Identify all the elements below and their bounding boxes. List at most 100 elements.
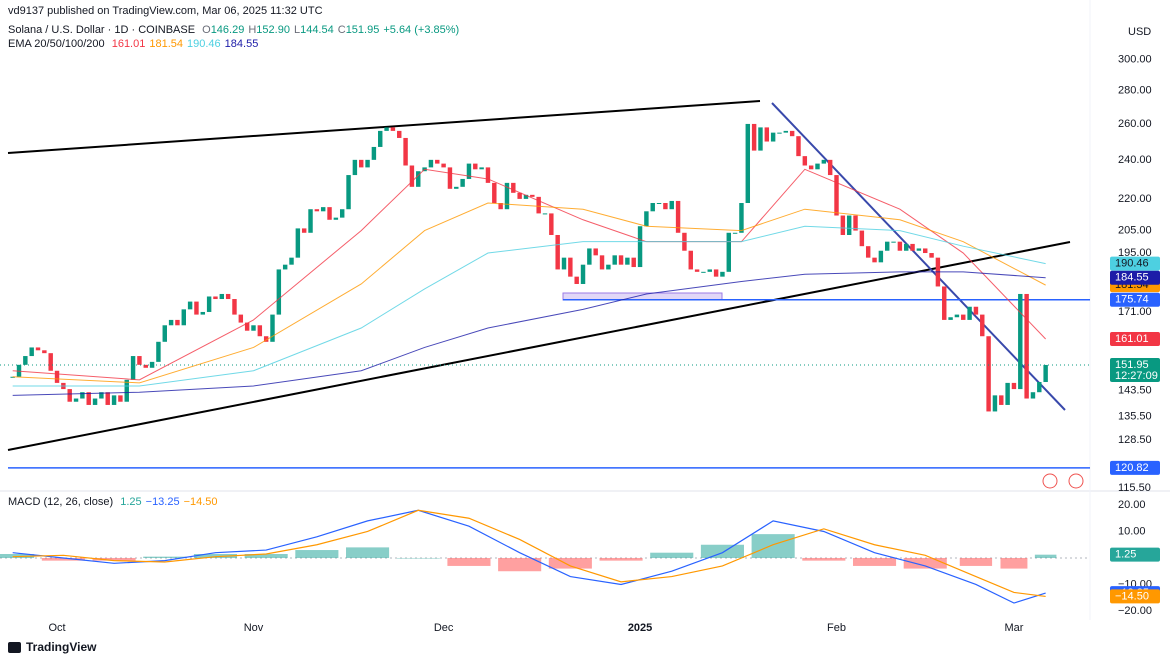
price-tag <box>1110 270 1160 285</box>
candle <box>561 257 567 270</box>
candle <box>200 311 206 315</box>
candle <box>650 202 655 212</box>
candle <box>726 232 731 272</box>
candle <box>599 255 605 270</box>
candle <box>549 213 554 235</box>
candle <box>644 211 649 227</box>
histogram-bar <box>193 554 238 558</box>
trendline <box>7 100 761 154</box>
candle <box>232 299 237 315</box>
price-tag-label: 190.46 <box>1115 258 1149 270</box>
y-tick-label: 20.00 <box>1118 499 1146 511</box>
candle <box>257 325 263 337</box>
candle <box>194 301 199 315</box>
candle <box>473 163 478 170</box>
candle <box>460 178 465 187</box>
ema-legend: EMA 20/50/100/200 161.01 181.54 190.46 184.… <box>8 38 262 50</box>
ohlc-value: 151.95 <box>345 24 380 36</box>
candle <box>333 217 339 220</box>
candle <box>485 167 491 183</box>
candle <box>466 163 472 179</box>
price-tag <box>1110 256 1160 271</box>
logo <box>8 642 21 653</box>
candle <box>238 314 244 323</box>
candle <box>942 286 947 320</box>
candle <box>454 186 459 189</box>
candle <box>815 163 820 170</box>
macd-line <box>12 509 1046 604</box>
histogram-bar <box>1034 554 1057 558</box>
ohlc-name: L <box>293 24 301 36</box>
ohlc-value: 152.90 <box>256 24 290 36</box>
candle <box>118 395 123 402</box>
candle <box>840 215 846 235</box>
candle <box>618 255 624 265</box>
candle <box>808 165 814 170</box>
candle <box>675 200 681 233</box>
histogram-bar <box>852 557 897 566</box>
candle <box>504 182 510 210</box>
candle <box>853 215 858 231</box>
candle <box>694 269 700 272</box>
ema-line <box>12 168 1047 381</box>
candle <box>580 264 586 284</box>
change: +5.64 (+3.85%) <box>383 24 460 36</box>
countdown: 12:27:09 <box>1115 370 1158 382</box>
y-tick-label: 260.00 <box>1118 118 1152 130</box>
candle <box>929 253 934 258</box>
candle <box>29 347 34 357</box>
candle <box>980 314 985 337</box>
candle <box>137 356 142 365</box>
candle <box>568 257 573 277</box>
candle <box>67 389 72 402</box>
price-tag-label: 161.01 <box>1115 333 1149 345</box>
macd-value: −13.25 <box>145 496 180 508</box>
candle <box>536 196 541 214</box>
candle <box>92 398 98 405</box>
ema-value: 190.46 <box>187 38 221 50</box>
macd-tag-label: 1.25 <box>1115 549 1136 561</box>
histogram-bar <box>1000 557 1028 569</box>
candle <box>961 314 966 320</box>
candle <box>606 264 611 270</box>
candle <box>371 146 377 160</box>
candle <box>967 306 972 320</box>
candle <box>346 175 351 210</box>
ema-line <box>12 271 1046 396</box>
event-icon[interactable] <box>1068 473 1084 489</box>
symbol-legend: Solana / U.S. Dollar · 1D · COINBASE O14… <box>8 24 463 36</box>
price-pane: 300.00 280.00 260.00 240.00 220.00 205.00 195.… <box>0 54 1152 494</box>
ema-line <box>12 225 1046 387</box>
candle <box>910 243 915 251</box>
candle <box>416 171 421 187</box>
trendline <box>771 102 1066 411</box>
candle <box>162 325 167 342</box>
macd-tag <box>1110 589 1160 604</box>
candle <box>99 392 104 399</box>
candle <box>986 336 991 412</box>
candle <box>1037 382 1042 393</box>
histogram-bar <box>41 557 85 561</box>
y-tick-label: 195.00 <box>1118 247 1152 259</box>
candle <box>992 395 998 412</box>
candle <box>587 248 592 265</box>
candle <box>42 350 47 354</box>
histogram-bar <box>959 557 993 566</box>
candle <box>143 364 148 368</box>
histogram-bar <box>599 557 643 561</box>
candle <box>637 226 643 268</box>
y-tick-label: 10.00 <box>1118 525 1146 537</box>
macd-tag <box>1110 547 1160 562</box>
candle <box>301 228 307 233</box>
candle <box>713 269 719 277</box>
candle <box>789 130 795 137</box>
candle <box>904 243 909 251</box>
candle <box>669 200 674 210</box>
event-icon[interactable] <box>1042 473 1058 489</box>
candle <box>846 215 852 235</box>
candle <box>1043 364 1048 383</box>
candle <box>270 314 275 342</box>
y-tick-label: 300.00 <box>1118 54 1152 66</box>
candle <box>320 207 326 212</box>
candle <box>130 356 136 380</box>
